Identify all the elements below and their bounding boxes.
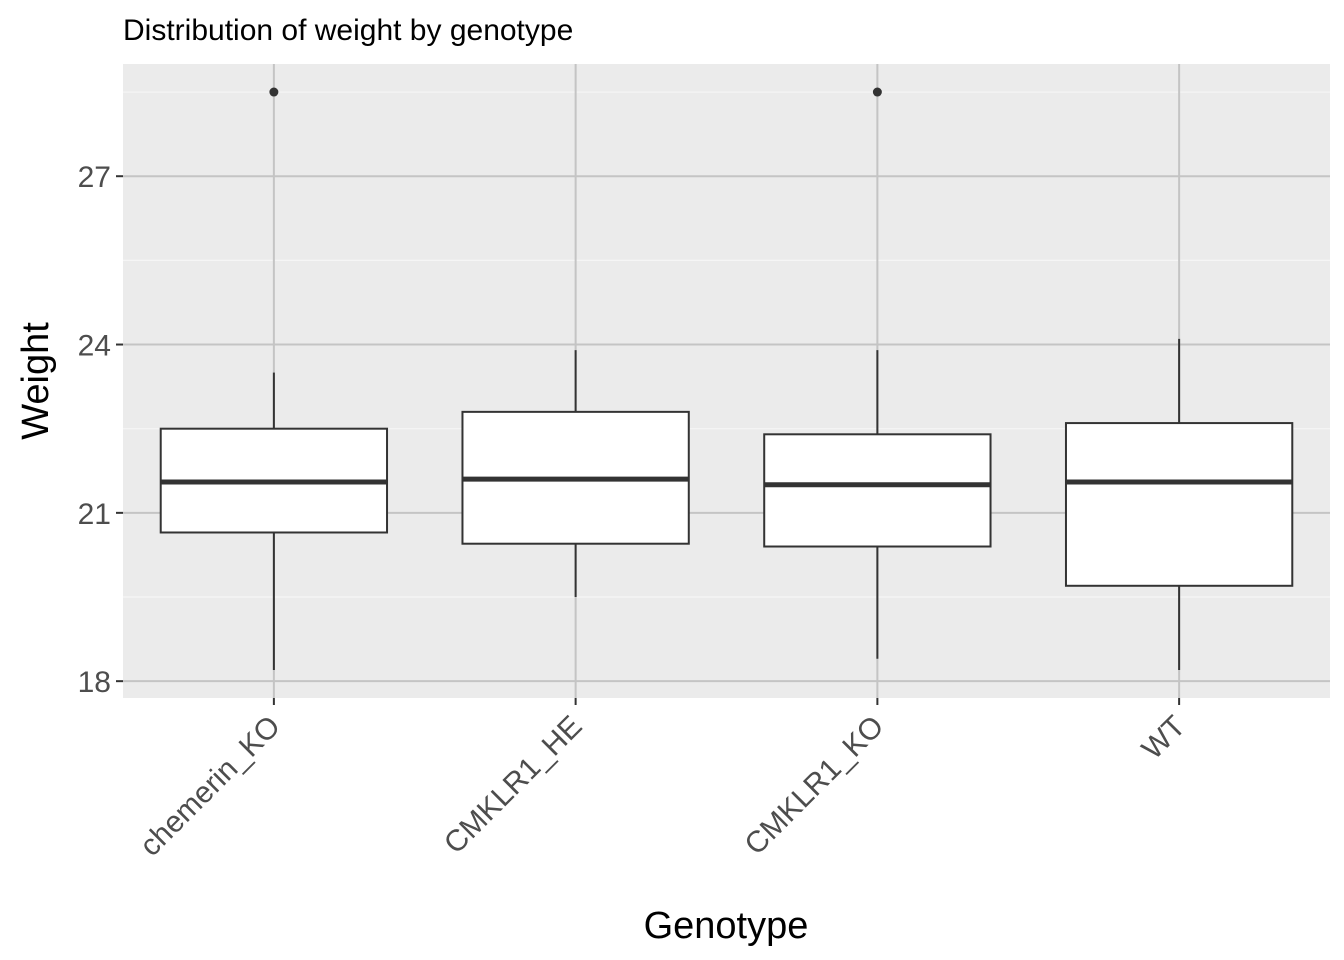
x-axis: chemerin_KO CMKLR1_HE CMKLR1_KO WT: [134, 698, 1192, 863]
outlier-point: [269, 87, 279, 97]
x-axis-title: Genotype: [644, 905, 809, 947]
x-tick-label: CMKLR1_HE: [438, 710, 589, 861]
box-chemerin_KO: [159, 87, 389, 670]
y-tick-label: 21: [78, 498, 111, 531]
outlier-point: [872, 87, 882, 97]
y-axis-title: Weight: [15, 322, 57, 440]
box-WT: [1064, 338, 1294, 670]
box-body: [763, 433, 992, 548]
y-tick-label: 18: [78, 666, 111, 699]
x-tick-label: WT: [1136, 710, 1192, 766]
x-tick-label: CMKLR1_KO: [738, 710, 890, 862]
y-tick-label: 24: [78, 330, 111, 363]
box-body: [1064, 422, 1294, 587]
y-tick-label: 27: [78, 161, 111, 194]
x-tick-label: chemerin_KO: [134, 710, 287, 863]
box-CMKLR1_KO: [763, 87, 992, 659]
boxes-layer: [159, 87, 1294, 670]
y-axis: 18 21 24 27: [78, 161, 123, 699]
chart-title: Distribution of weight by genotype: [123, 14, 573, 47]
plot-panel: [123, 64, 1330, 698]
box-CMKLR1_HE: [461, 350, 690, 598]
